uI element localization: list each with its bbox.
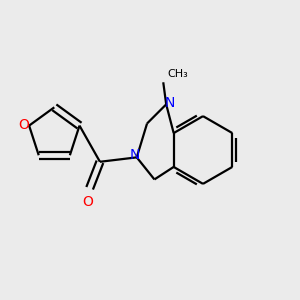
Text: O: O (18, 118, 29, 132)
Text: N: N (130, 148, 140, 162)
Text: CH₃: CH₃ (168, 69, 188, 79)
Text: N: N (164, 96, 175, 110)
Text: O: O (83, 195, 94, 209)
